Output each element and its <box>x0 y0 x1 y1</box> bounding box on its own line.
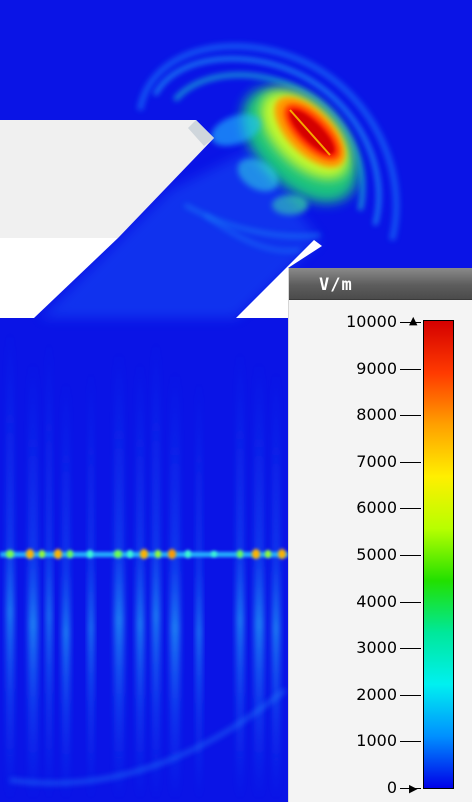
colorbar-tick-mark <box>400 508 421 509</box>
colorbar-tick-label: 6000 <box>356 498 397 518</box>
lower-field-arc <box>9 688 287 786</box>
colorbar-tick-mark <box>400 695 421 696</box>
colorbar-tick-mark <box>400 741 421 742</box>
min-marker-icon[interactable]: ▶ <box>409 782 418 795</box>
colorbar <box>423 320 454 789</box>
colorbar-tick-label: 3000 <box>356 638 397 658</box>
legend-header: V/m <box>289 268 472 300</box>
colorbar-tick-label: 2000 <box>356 684 397 704</box>
geometry-wedge <box>236 240 322 318</box>
legend-unit-label: V/m <box>319 275 353 295</box>
lower-field-streaks <box>6 330 280 800</box>
colorbar-tick-mark <box>400 369 421 370</box>
legend-panel: V/m 10000 9000 8000 7000 6000 5000 4000 3000 200… <box>288 268 472 802</box>
colorbar-tick-mark <box>400 462 421 463</box>
colorbar-tick-mark <box>400 602 421 603</box>
max-marker-icon[interactable]: ▲ <box>409 314 418 327</box>
colorbar-tick-label: 5000 <box>356 545 397 564</box>
colorbar-tick-label: 8000 <box>356 405 397 425</box>
colorbar-tick-mark <box>400 788 421 789</box>
colorbar-tick-mark <box>400 555 421 556</box>
horn-interior-glow <box>40 150 320 318</box>
colorbar-tick-label: 0 <box>386 778 397 797</box>
geometry-slab-edge <box>188 120 214 146</box>
field-hotspot-line <box>0 549 288 559</box>
colorbar-tick-label: 7000 <box>356 451 397 471</box>
colorbar-tick-mark <box>400 648 421 649</box>
colorbar-tick-label: 4000 <box>356 591 397 611</box>
colorbar-tick-mark <box>400 415 421 416</box>
colorbar-tick-label: 1000 <box>356 731 397 751</box>
colorbar-tick-label: 9000 <box>356 358 397 378</box>
colorbar-tick-label: 10000 <box>346 312 397 331</box>
geometry-slab <box>0 120 214 238</box>
colorbar-tick-mark <box>400 322 421 323</box>
geometry-white-region <box>0 238 118 318</box>
